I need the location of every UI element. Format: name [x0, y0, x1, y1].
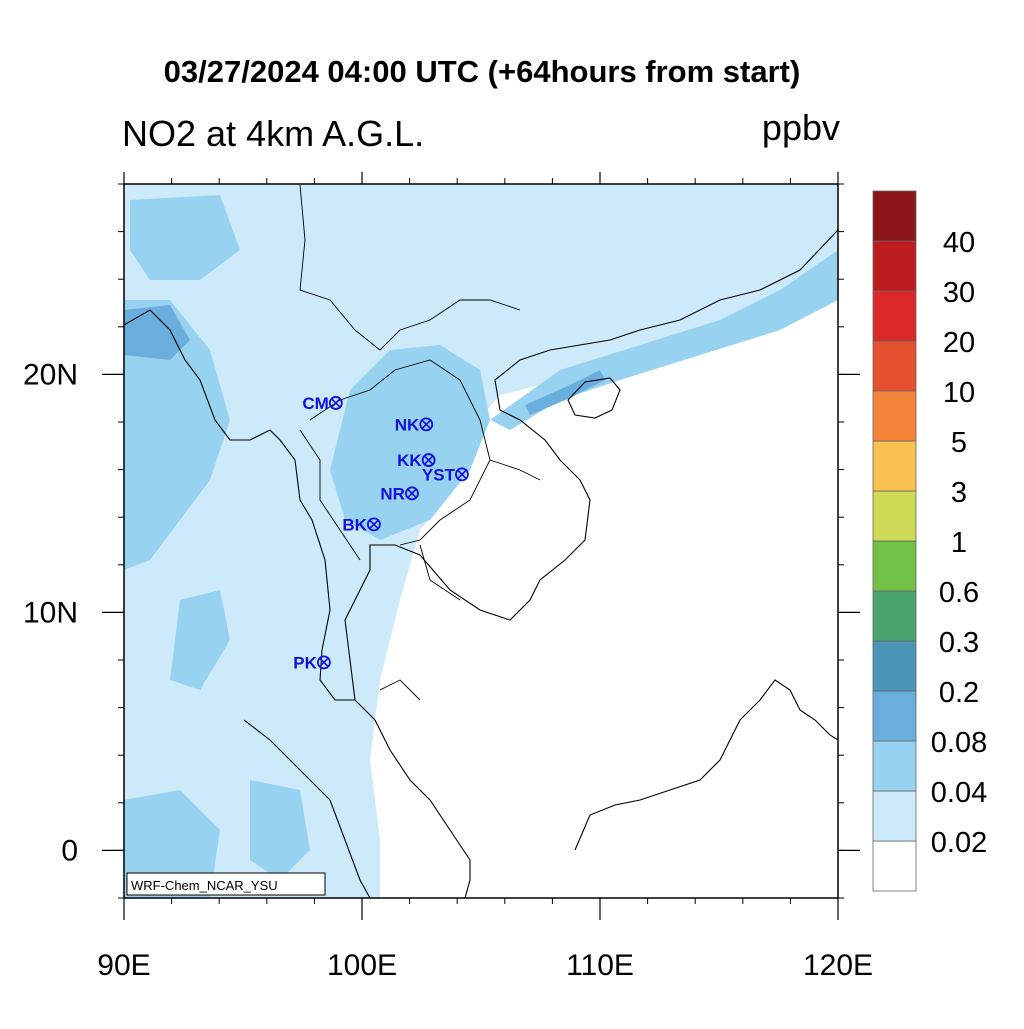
station-label: NR	[380, 484, 405, 503]
station-marker-cross	[407, 488, 417, 499]
station-marker-icon	[421, 453, 436, 467]
station-yst: YST	[422, 465, 469, 484]
station-marker-cross	[423, 455, 434, 465]
colorbar-level-label: 0.3	[939, 627, 979, 659]
hainan-island	[567, 377, 621, 419]
y-tick-label: 10N	[23, 596, 78, 629]
colorbar-swatch	[872, 290, 917, 342]
station-marker-cross	[369, 519, 379, 530]
station-label: BK	[342, 515, 367, 534]
credit-box	[126, 872, 326, 896]
station-marker-cross	[331, 398, 341, 408]
no2-band-light	[170, 590, 230, 690]
colorbar: 0.02 0.04 0.08 0.2 0.3 0.6 1 3 5 10 20 30 40	[872, 190, 987, 892]
colorbar-swatch	[872, 390, 917, 442]
colorbar-swatch	[872, 440, 917, 492]
y-tick-label: 0	[61, 834, 78, 867]
colorbar-level-label: 20	[943, 327, 975, 359]
coastlines-and-borders	[124, 184, 838, 898]
station-marker-icon	[317, 655, 331, 670]
colorbar-level-label: 30	[943, 277, 975, 309]
colorbar-swatch	[872, 840, 917, 892]
station-nk: NK	[395, 415, 434, 434]
station-marker-icon	[419, 417, 434, 432]
mainland-coastline	[124, 309, 471, 898]
station-label: CM	[302, 394, 328, 413]
colorbar-level-label: 0.6	[939, 577, 979, 609]
station-marker-cross	[421, 419, 432, 430]
colorbar-swatch	[872, 640, 917, 692]
country-borders	[299, 184, 541, 701]
no2-band-medium	[124, 305, 190, 360]
station-label: PK	[293, 653, 317, 672]
no2-contour-fill	[124, 184, 838, 898]
station-marker-cross	[319, 657, 329, 668]
colorbar-swatch	[872, 490, 917, 542]
x-tick-label: 120E	[803, 949, 873, 982]
axis-tick-labels: 90E 100E 110E 120E 0 10N 20N	[23, 358, 873, 982]
x-tick-label: 110E	[566, 949, 634, 982]
x-tick-label: 90E	[97, 949, 150, 982]
colorbar-level-label: 5	[951, 427, 967, 459]
station-label: KK	[397, 451, 422, 470]
no2-band-lightest	[124, 184, 838, 898]
station-cm: CM	[302, 394, 343, 413]
colorbar-level-label: 10	[943, 377, 975, 409]
gulf-of-thailand-coast	[344, 229, 838, 701]
no2-band-light	[330, 345, 490, 540]
colorbar-swatch	[872, 590, 917, 642]
station-pk: PK	[293, 653, 331, 672]
colorbar-swatch	[872, 690, 917, 742]
colorbar-level-label: 0.02	[931, 827, 987, 859]
y-tick-label: 20N	[23, 358, 78, 391]
station-marker-icon	[328, 396, 343, 410]
station-bk: BK	[342, 515, 381, 534]
no2-band-light	[250, 780, 310, 880]
colorbar-swatch	[872, 540, 917, 592]
no2-band-light	[124, 790, 220, 898]
units-label: ppbv	[762, 107, 840, 148]
no2-band-medium	[525, 370, 605, 415]
credit-label: WRF-Chem_NCAR_YSU	[131, 878, 278, 893]
colorbar-level-label: 0.04	[931, 777, 987, 809]
station-marker-icon	[366, 517, 381, 532]
station-marker-icon	[455, 467, 469, 482]
colorbar-level-label: 1	[951, 527, 967, 559]
no2-band-light	[124, 300, 230, 570]
station-label: NK	[395, 415, 420, 434]
station-label: YST	[422, 465, 456, 484]
major-ticks	[102, 172, 860, 920]
x-tick-label: 100E	[327, 949, 397, 982]
no2-band-light	[130, 195, 240, 280]
colorbar-swatch	[872, 190, 917, 242]
colorbar-level-label: 3	[951, 477, 967, 509]
colorbar-level-label: 40	[943, 227, 975, 259]
colorbar-swatch	[872, 740, 917, 792]
plot-frame	[123, 183, 839, 899]
station-marker-cross	[457, 469, 467, 480]
colorbar-level-label: 0.08	[931, 727, 987, 759]
field-title: NO2 at 4km A.G.L.	[122, 113, 424, 154]
sumatra-coast	[243, 719, 371, 898]
station-kk: KK	[397, 451, 436, 470]
colorbar-swatch	[872, 340, 917, 392]
borneo-coast	[574, 679, 838, 851]
colorbar-swatch	[872, 240, 917, 292]
station-nr: NR	[380, 484, 419, 503]
colorbar-level-label: 0.2	[939, 677, 979, 709]
station-marker-icon	[405, 486, 419, 501]
time-title: 03/27/2024 04:00 UTC (+64hours from star…	[164, 54, 801, 89]
colorbar-swatch	[872, 790, 917, 842]
